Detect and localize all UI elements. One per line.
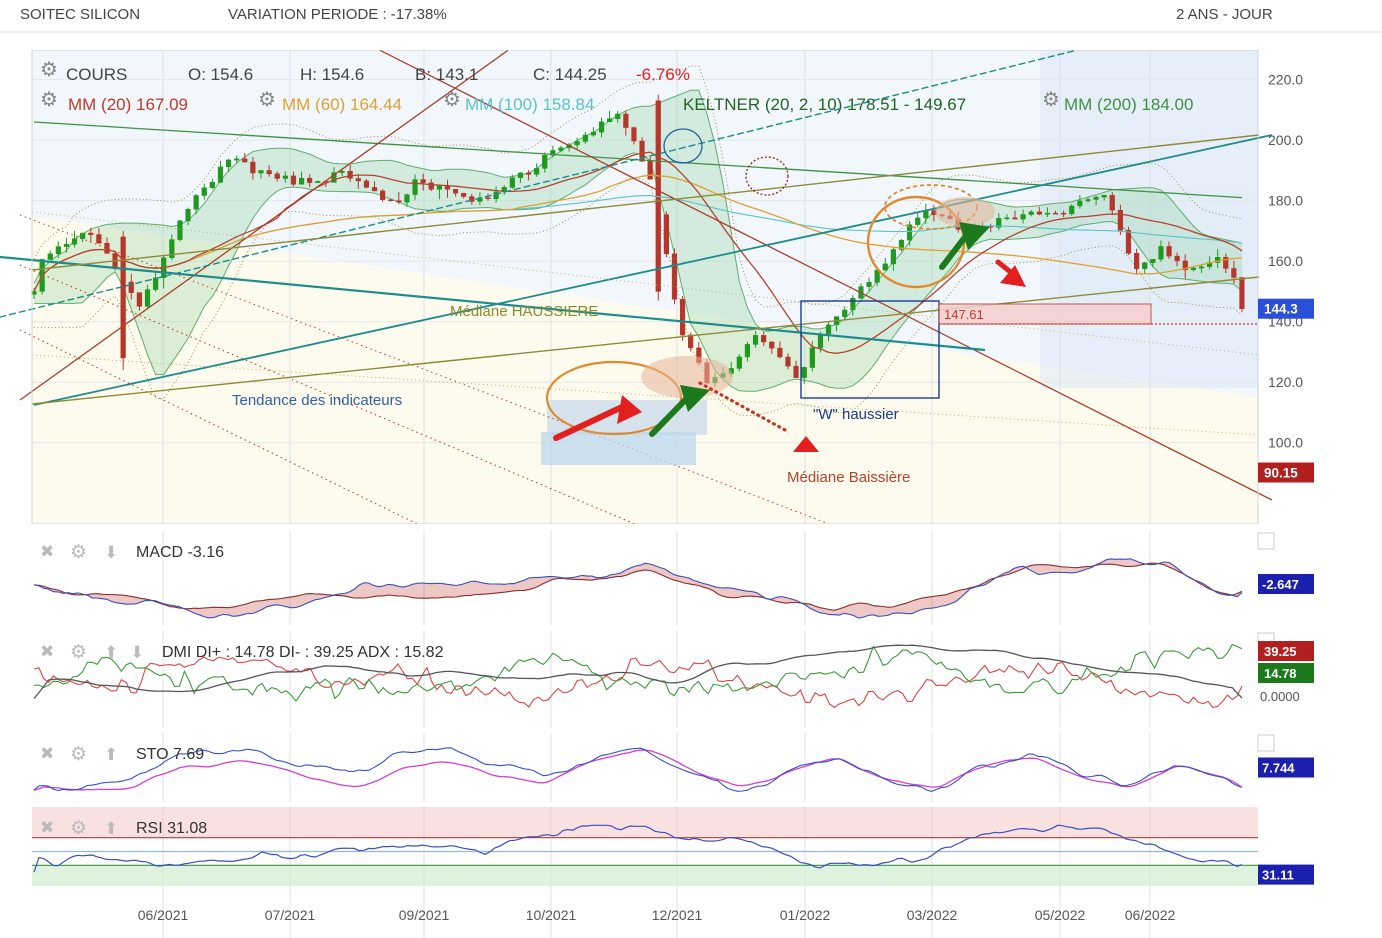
svg-text:⚙: ⚙ <box>258 89 276 111</box>
svg-text:MM (60) 164.44: MM (60) 164.44 <box>282 95 402 114</box>
svg-text:100.0: 100.0 <box>1268 435 1303 451</box>
svg-text:31.11: 31.11 <box>1262 868 1294 883</box>
svg-text:160.0: 160.0 <box>1268 253 1303 269</box>
svg-text:✖: ✖ <box>40 818 54 837</box>
svg-text:180.0: 180.0 <box>1268 193 1303 209</box>
svg-text:-2.647: -2.647 <box>1262 577 1299 592</box>
svg-text:⚙: ⚙ <box>40 89 58 111</box>
svg-text:220.0: 220.0 <box>1268 72 1303 88</box>
svg-text:STO 7.69: STO 7.69 <box>136 746 204 763</box>
svg-text:Tendance des indicateurs: Tendance des indicateurs <box>232 392 402 409</box>
svg-text:120.0: 120.0 <box>1268 374 1303 390</box>
svg-text:H: 154.6: H: 154.6 <box>300 65 364 84</box>
svg-text:⚙: ⚙ <box>70 744 87 765</box>
svg-text:39.25: 39.25 <box>1264 644 1297 659</box>
svg-text:⬇: ⬇ <box>104 543 118 562</box>
svg-text:7.744: 7.744 <box>1262 761 1295 776</box>
svg-text:"W" haussier: "W" haussier <box>813 406 899 423</box>
svg-text:⚙: ⚙ <box>443 89 461 111</box>
svg-text:10/2021: 10/2021 <box>526 907 577 923</box>
svg-text:⚙: ⚙ <box>1042 89 1060 111</box>
svg-text:✖: ✖ <box>40 744 54 763</box>
svg-text:200.0: 200.0 <box>1268 132 1303 148</box>
svg-text:03/2022: 03/2022 <box>907 907 958 923</box>
svg-text:⚙: ⚙ <box>70 818 87 839</box>
svg-text:144.3: 144.3 <box>1264 302 1298 317</box>
svg-text:MM (20) 167.09: MM (20) 167.09 <box>68 95 188 114</box>
svg-text:-6.76%: -6.76% <box>636 65 690 84</box>
svg-text:07/2021: 07/2021 <box>265 907 316 923</box>
svg-text:⬆: ⬆ <box>104 643 118 662</box>
svg-text:09/2021: 09/2021 <box>399 907 450 923</box>
svg-text:MACD -3.16: MACD -3.16 <box>136 544 224 561</box>
svg-text:MM (200) 184.00: MM (200) 184.00 <box>1064 95 1193 114</box>
svg-text:06/2022: 06/2022 <box>1125 907 1176 923</box>
svg-text:12/2021: 12/2021 <box>652 907 703 923</box>
svg-text:⚙: ⚙ <box>70 542 87 563</box>
svg-text:✖: ✖ <box>40 542 54 561</box>
svg-text:RSI 31.08: RSI 31.08 <box>136 820 207 837</box>
svg-text:VARIATION PERIODE : -17.38%: VARIATION PERIODE : -17.38% <box>228 6 447 23</box>
svg-text:MM (100) 158.84: MM (100) 158.84 <box>465 95 594 114</box>
svg-text:KELTNER (20, 2, 10) 178.51 - 1: KELTNER (20, 2, 10) 178.51 - 149.67 <box>683 95 966 114</box>
svg-text:⚙: ⚙ <box>40 59 58 81</box>
svg-text:⬆: ⬆ <box>104 819 118 838</box>
svg-text:Médiane Baissière: Médiane Baissière <box>787 469 910 486</box>
svg-text:Médiane HAUSSIERE: Médiane HAUSSIERE <box>450 303 598 320</box>
svg-text:⚙: ⚙ <box>70 642 87 663</box>
svg-text:14.78: 14.78 <box>1264 666 1297 681</box>
svg-text:01/2022: 01/2022 <box>780 907 831 923</box>
svg-text:06/2021: 06/2021 <box>138 907 189 923</box>
svg-text:05/2022: 05/2022 <box>1035 907 1086 923</box>
svg-text:2 ANS - JOUR: 2 ANS - JOUR <box>1176 6 1273 23</box>
svg-text:COURS: COURS <box>66 65 127 84</box>
svg-text:90.15: 90.15 <box>1264 466 1298 481</box>
svg-text:0.0000: 0.0000 <box>1260 689 1300 704</box>
svg-text:C: 144.25: C: 144.25 <box>533 65 607 84</box>
svg-text:⬆: ⬆ <box>104 745 118 764</box>
svg-text:⬇: ⬇ <box>130 643 144 662</box>
svg-text:SOITEC SILICON: SOITEC SILICON <box>20 6 140 23</box>
svg-text:B: 143.1: B: 143.1 <box>415 65 478 84</box>
svg-text:O: 154.6: O: 154.6 <box>188 65 253 84</box>
svg-text:✖: ✖ <box>40 642 54 661</box>
svg-text:147.61: 147.61 <box>944 307 984 322</box>
svg-text:DMI DI+ : 14.78 DI- : 39.25 A: DMI DI+ : 14.78 DI- : 39.25 ADX : 15.82 <box>162 644 444 661</box>
